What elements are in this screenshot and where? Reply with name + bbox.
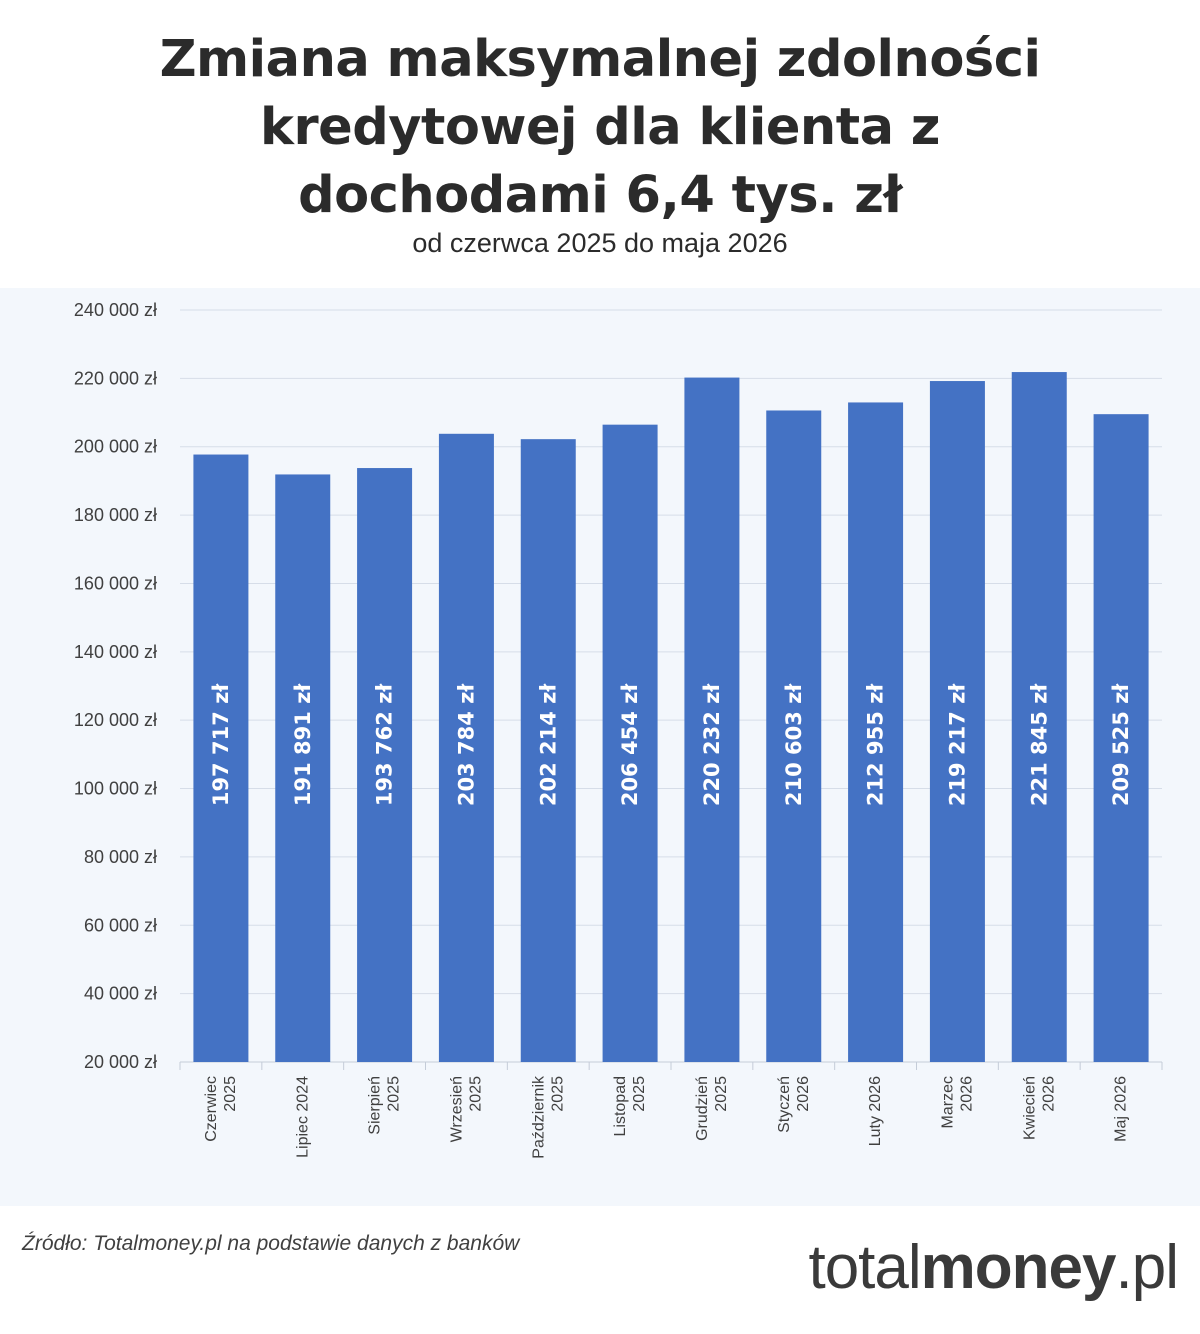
x-category-label: 2025 [713,1076,730,1112]
x-category-label: Lipiec 2024 [294,1076,311,1158]
bar [357,468,413,1062]
bar-value-label: 193 762 zł [373,683,397,807]
x-category-label: Marzec [939,1076,956,1128]
x-category-label: 2026 [1040,1076,1057,1112]
bar-value-label: 209 525 zł [1109,683,1133,807]
x-category-label: 2026 [958,1076,975,1112]
bar [602,424,658,1062]
bar [438,433,494,1063]
bar-value-label: 197 717 zł [209,683,233,807]
bar-value-label: 206 454 zł [618,683,642,807]
x-category-label: 2025 [467,1076,484,1112]
logo-text-pl: .pl [1115,1233,1179,1302]
bar [929,381,985,1063]
x-category-label: 2025 [386,1076,403,1112]
y-tick-label: 240 000 zł [74,300,157,320]
x-category-label: 2026 [795,1076,812,1112]
y-tick-label: 20 000 zł [84,1052,157,1072]
bar-value-label: 203 784 zł [454,683,478,807]
bar [1093,414,1149,1063]
y-tick-label: 160 000 zł [74,573,157,593]
bar-value-label: 219 217 zł [945,683,969,807]
x-category-label: Kwiecień [1021,1076,1038,1140]
y-tick-label: 100 000 zł [74,779,157,799]
y-tick-label: 80 000 zł [84,847,157,867]
chart-subtitle: od czerwca 2025 do maja 2026 [412,228,788,258]
x-category-label: 2025 [549,1076,566,1112]
y-tick-label: 180 000 zł [74,505,157,525]
bar-value-label: 221 845 zł [1027,683,1051,807]
bar [193,454,249,1062]
logo-text-money: money [920,1233,1117,1302]
x-category-label: Grudzień [694,1076,711,1141]
x-category-label: Sierpień [367,1076,384,1135]
y-tick-label: 120 000 zł [74,710,157,730]
bar [1011,372,1067,1062]
source-note: Źródło: Totalmoney.pl na podstawie danyc… [22,1232,520,1255]
x-category-label: Maj 2026 [1113,1076,1130,1142]
bar-value-label: 210 603 zł [782,683,806,807]
x-category-label: Październik [530,1075,547,1159]
bar-value-label: 202 214 zł [536,683,560,807]
y-tick-label: 200 000 zł [74,437,157,457]
x-category-label: Czerwiec [203,1076,220,1142]
chart-title-line-3: dochodami 6,4 tys. zł [298,166,902,225]
y-tick-label: 60 000 zł [84,915,157,935]
x-category-label: Listopad [612,1076,629,1137]
x-category-label: 2025 [631,1076,648,1112]
bar-value-label: 212 955 zł [864,683,888,807]
bar-value-label: 191 891 zł [291,683,315,807]
bar [275,474,331,1062]
y-tick-label: 140 000 zł [74,642,157,662]
bar-chart: 20 000 zł 40 000 zł 60 000 zł 80 000 zł 100 … [74,300,1163,1159]
totalmoney-logo: totalmoney.pl [808,1232,1179,1303]
chart-header: Zmiana maksymalnej zdolności kredytowej … [0,0,1200,288]
chart-title-line-2: kredytowej dla klienta z [260,98,940,157]
x-category-label: Styczeń [776,1076,793,1133]
x-category-label: 2025 [222,1076,239,1112]
x-category-label: Wrzesień [448,1076,465,1142]
y-tick-label: 40 000 zł [84,984,157,1004]
logo-text-total: total [808,1233,921,1302]
bar [684,377,740,1062]
bar-value-label: 220 232 zł [700,683,724,807]
y-tick-label: 220 000 zł [74,368,157,388]
chart-title-line-1: Zmiana maksymalnej zdolności [159,30,1041,89]
bar [848,402,904,1063]
bar [520,439,576,1062]
x-category-label: Luty 2026 [867,1076,884,1146]
bar [766,410,822,1063]
